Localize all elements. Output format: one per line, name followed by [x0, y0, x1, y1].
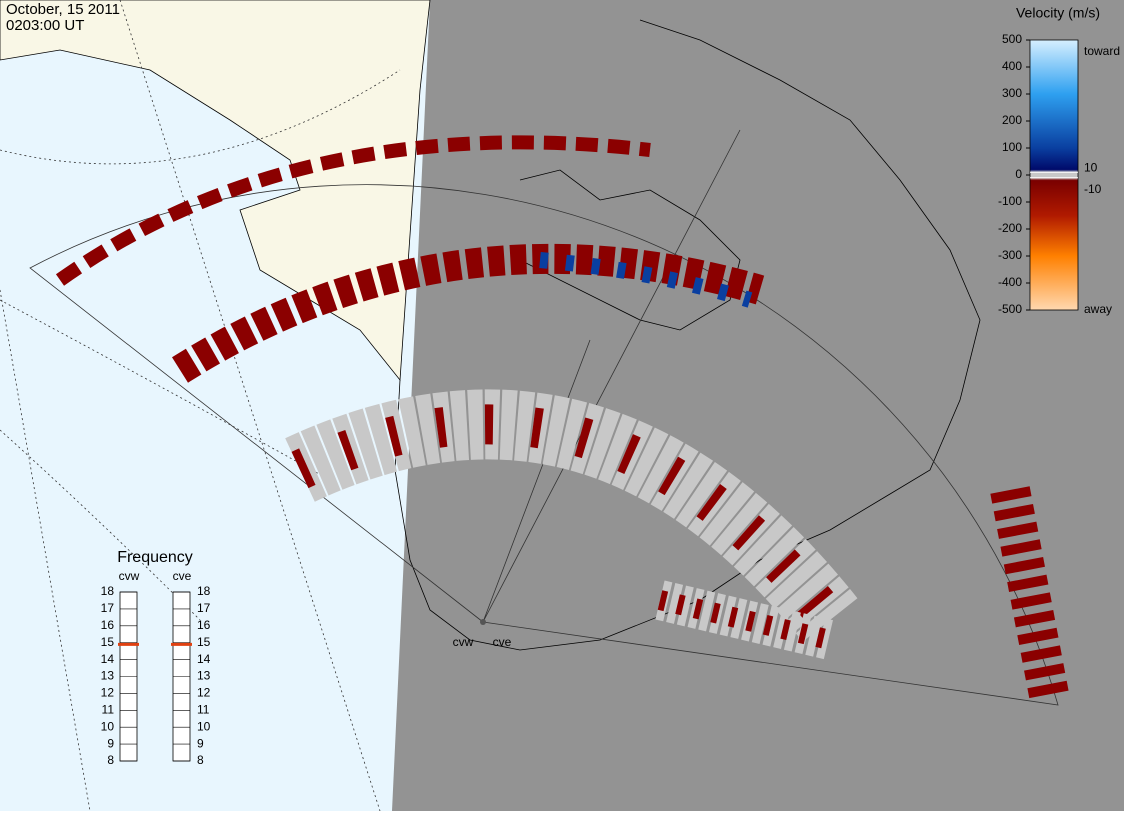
frequency-tick-label: 11: [197, 702, 210, 716]
frequency-tick-label: 16: [101, 618, 115, 632]
station-marker: [480, 619, 486, 625]
colorbar-tick-label: 100: [1002, 140, 1022, 154]
frequency-tick-label: 16: [197, 618, 211, 632]
colorbar-tick-label: 400: [1002, 59, 1022, 73]
coastline: [394, 19, 981, 651]
frequency-tick-label: 18: [101, 584, 115, 598]
frequency-tick-label: 17: [197, 601, 211, 615]
frequency-tick-label: 11: [102, 702, 115, 716]
night-region: [392, 0, 1124, 811]
frequency-radar-label: cvw: [119, 569, 140, 583]
frequency-tick-label: 13: [101, 669, 115, 683]
frequency-tick-label: 17: [101, 601, 115, 615]
colorbar-tick-label: 500: [1002, 32, 1022, 46]
frequency-tick-label: 9: [107, 736, 114, 750]
frequency-tick-label: 14: [101, 652, 115, 666]
frequency-tick-label: 12: [101, 686, 115, 700]
frequency-title: Frequency: [117, 549, 193, 566]
frequency-tick-label: 10: [101, 719, 115, 733]
colorbar-tick-label: -200: [998, 221, 1022, 235]
colorbar-tick-label: -500: [998, 302, 1022, 316]
station-label: cvw: [453, 635, 474, 649]
colorbar-tick-label: 10: [1084, 160, 1098, 174]
colorbar-tick-label: 200: [1002, 113, 1022, 127]
colorbar-label: toward: [1084, 44, 1120, 58]
frequency-tick-label: 8: [197, 753, 204, 767]
colorbar-tick-label: -400: [998, 275, 1022, 289]
beam-line: [482, 129, 741, 623]
colorbar-tick-label: -300: [998, 248, 1022, 262]
time: 0203:00 UT: [6, 17, 84, 34]
frequency-tick-label: 13: [197, 669, 211, 683]
colorbar-tick-label: -100: [998, 194, 1022, 208]
frequency-tick-label: 15: [197, 635, 211, 649]
frequency-radar-label: cve: [173, 569, 192, 583]
date: October, 15 2011: [6, 1, 120, 18]
frequency-tick-label: 10: [197, 719, 211, 733]
frequency-tick-label: 15: [101, 635, 115, 649]
scatter-cells: [55, 135, 1070, 704]
colorbar: [1029, 39, 1079, 311]
colorbar-title: Velocity (m/s): [1016, 5, 1100, 21]
frequency-tick-label: 8: [107, 753, 114, 767]
colorbar-label: away: [1084, 302, 1112, 316]
frequency-tick-label: 9: [197, 736, 204, 750]
frequency-tick-label: 12: [197, 686, 211, 700]
colorbar-tick-label: -10: [1084, 182, 1102, 196]
colorbar-tick-label: 0: [1015, 167, 1022, 181]
frequency-tick-label: 14: [197, 652, 211, 666]
frequency-tick-label: 18: [197, 584, 211, 598]
colorbar-tick-label: 300: [1002, 86, 1022, 100]
station-label: cve: [493, 635, 512, 649]
